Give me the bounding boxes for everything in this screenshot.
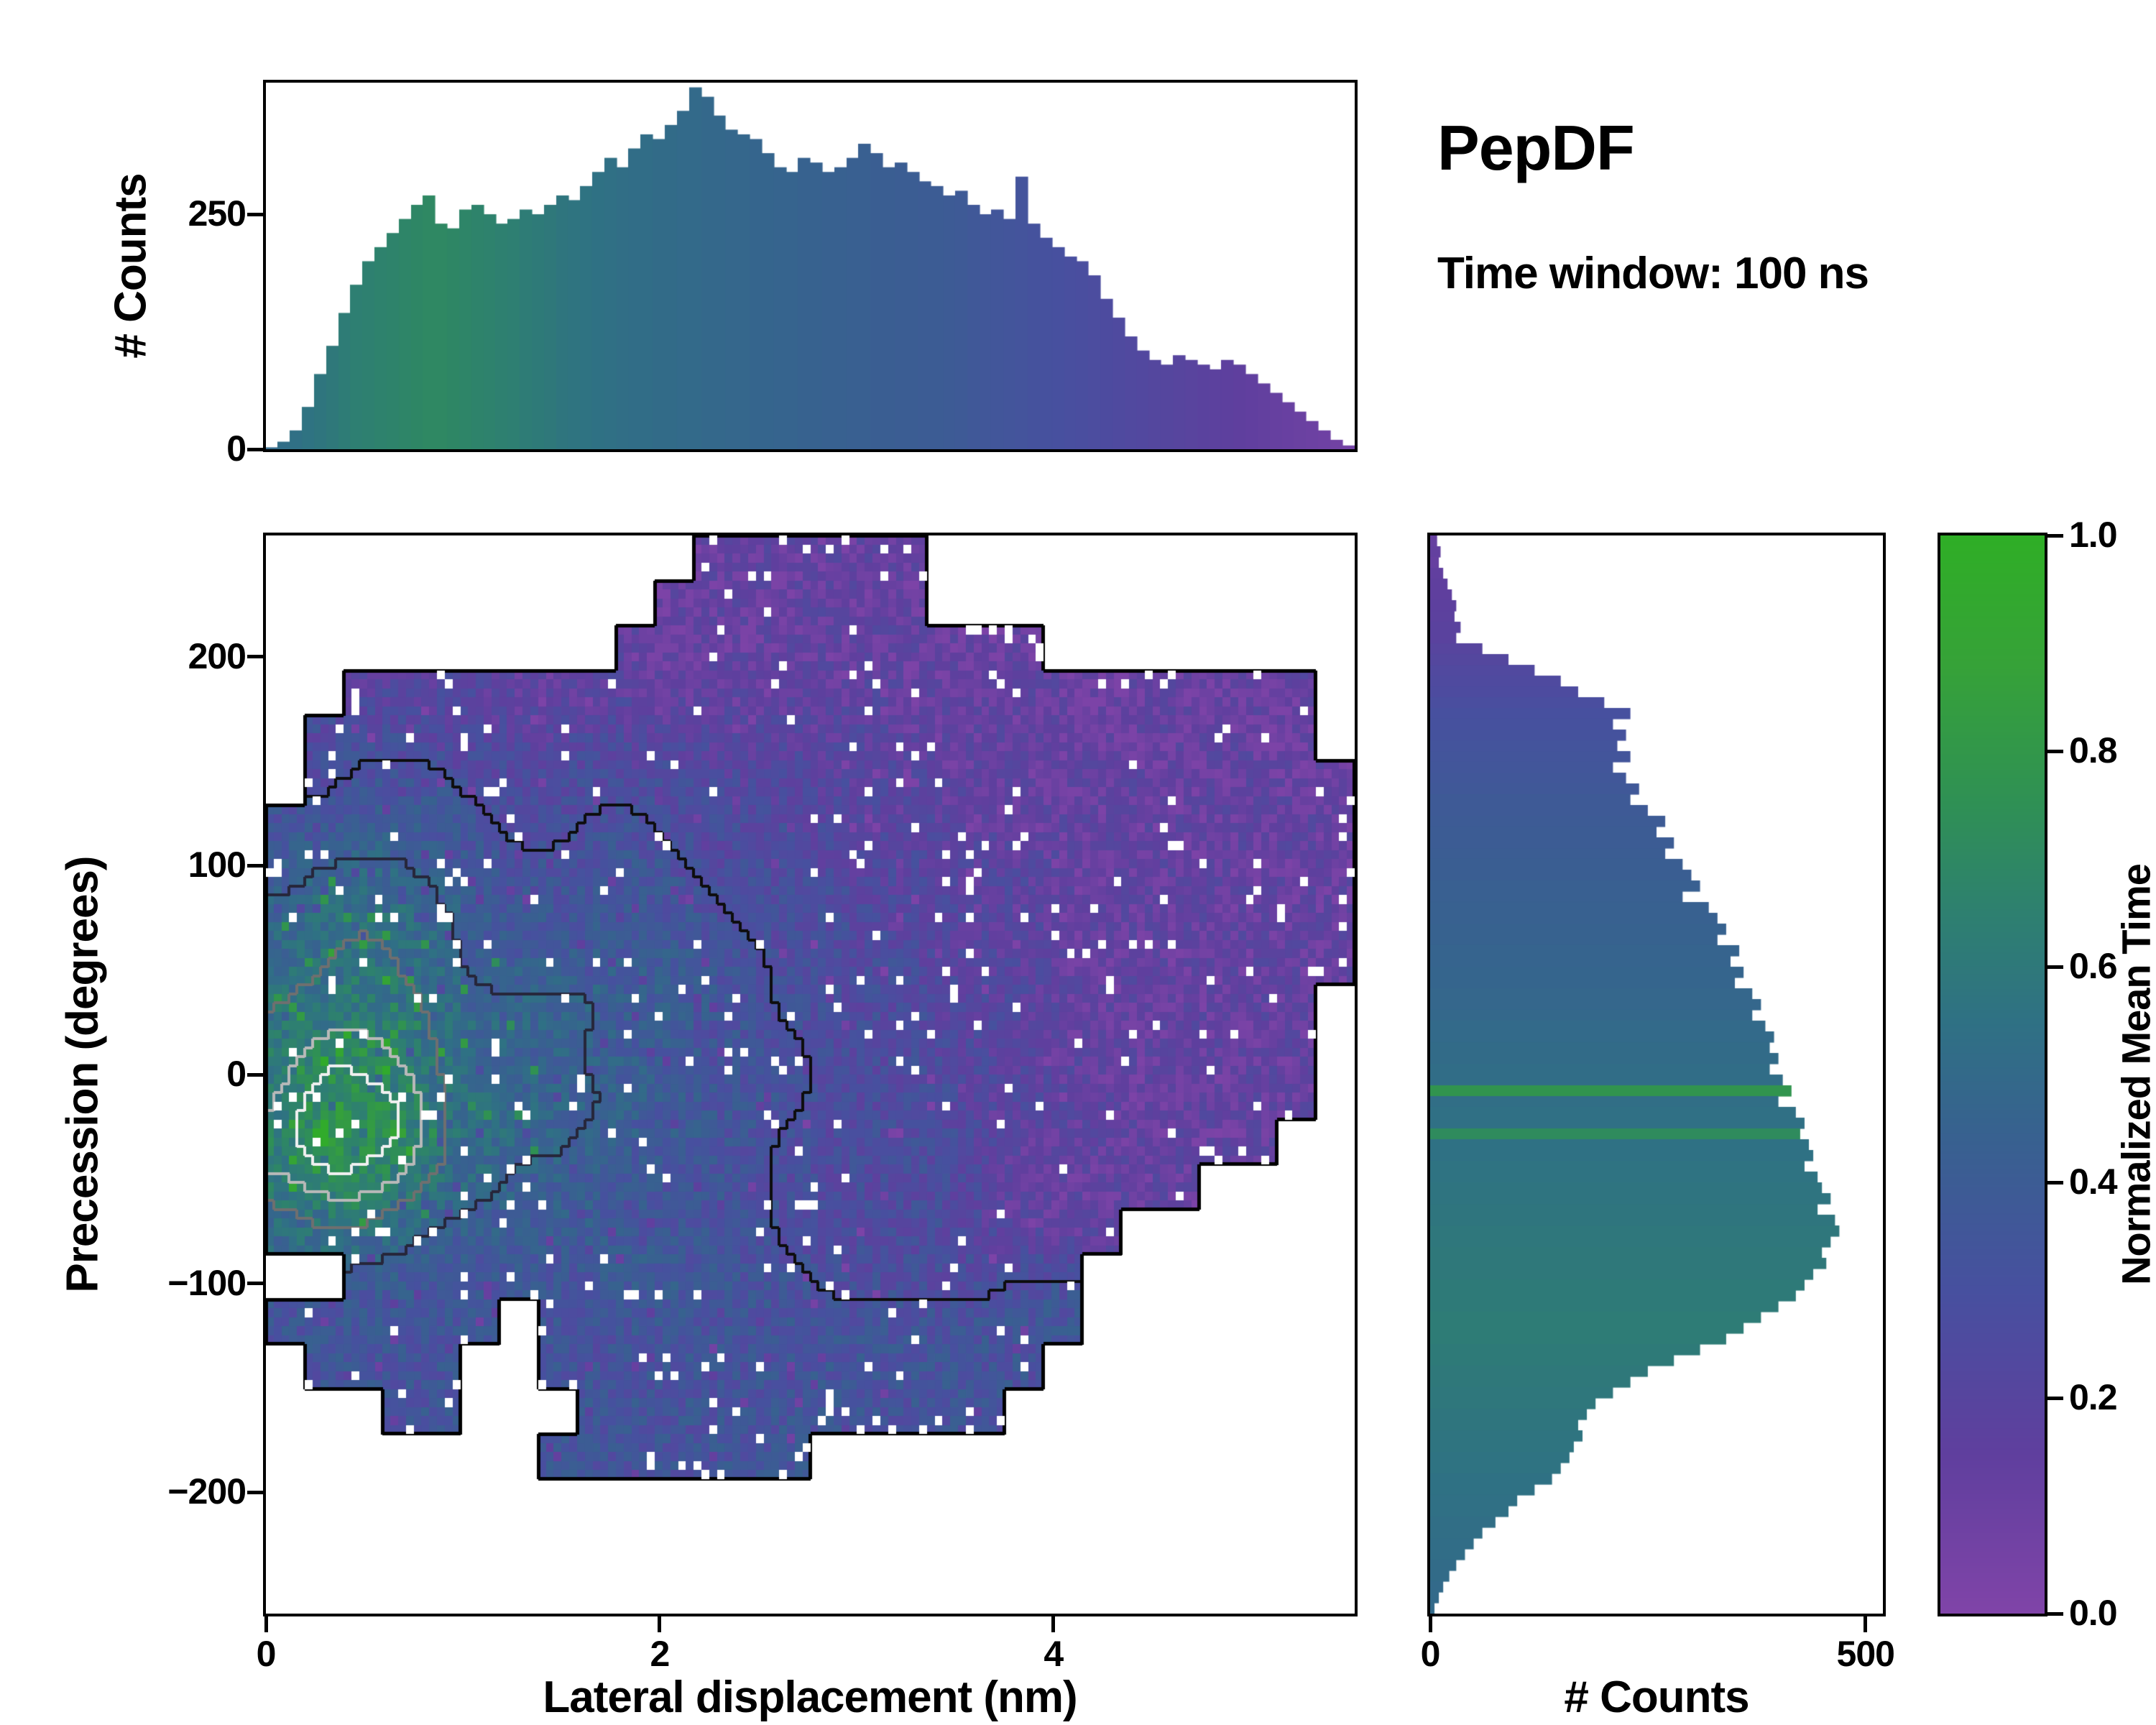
tick-label: 2 [650, 1634, 671, 1674]
tick-mark [1051, 1616, 1056, 1632]
heatmap-canvas [266, 535, 1355, 1614]
tick-label: 0 [226, 1054, 247, 1094]
tick-label: 100 [188, 845, 247, 886]
top-histogram-panel [263, 80, 1358, 452]
tick-label: 0 [226, 428, 247, 469]
tick-mark [1428, 1616, 1432, 1632]
tick-mark [2047, 965, 2063, 969]
heatmap-panel [263, 533, 1358, 1616]
tick-label: 1.0 [2069, 515, 2118, 555]
tick-label: 0 [1420, 1634, 1441, 1674]
tick-mark [2047, 1611, 2063, 1616]
tick-label: 500 [1836, 1634, 1895, 1674]
tick-label: 200 [188, 635, 247, 676]
tick-label: 0.4 [2069, 1162, 2118, 1202]
top-histogram-canvas [266, 83, 1355, 449]
right-hist-x-axis-label: # Counts [1564, 1673, 1749, 1722]
tick-mark [2047, 749, 2063, 753]
heatmap-x-axis-label: Lateral displacement (nm) [543, 1673, 1077, 1722]
tick-mark [247, 212, 263, 216]
tick-mark [1864, 1616, 1868, 1632]
tick-label: 0.0 [2069, 1593, 2118, 1633]
tick-label: 4 [1044, 1634, 1064, 1674]
heatmap-y-axis-label: Precession (degrees) [57, 856, 108, 1293]
right-histogram-canvas [1430, 535, 1883, 1614]
tick-mark [247, 655, 263, 659]
tick-label: 0.8 [2069, 730, 2118, 770]
tick-label: −200 [167, 1471, 247, 1512]
colorbar-panel [1938, 533, 2047, 1616]
right-histogram-panel [1427, 533, 1886, 1616]
tick-mark [264, 1616, 268, 1632]
plot-subtitle: Time window: 100 ns [1437, 249, 1869, 298]
tick-mark [2047, 1396, 2063, 1400]
colorbar-canvas [1940, 535, 2045, 1614]
tick-mark [658, 1616, 662, 1632]
tick-mark [247, 447, 263, 451]
tick-mark [247, 863, 263, 868]
tick-label: −100 [167, 1262, 247, 1303]
plot-title: PepDF [1437, 112, 1635, 183]
tick-label: 0.6 [2069, 946, 2118, 986]
tick-mark [2047, 533, 2063, 538]
tick-label: 0 [256, 1634, 277, 1674]
tick-label: 0.2 [2069, 1377, 2118, 1417]
tick-mark [2047, 1180, 2063, 1184]
tick-mark [247, 1072, 263, 1077]
tick-mark [247, 1490, 263, 1494]
colorbar-label: Normalized Mean Time [2113, 864, 2156, 1285]
tick-label: 250 [188, 193, 247, 234]
tick-mark [247, 1282, 263, 1286]
